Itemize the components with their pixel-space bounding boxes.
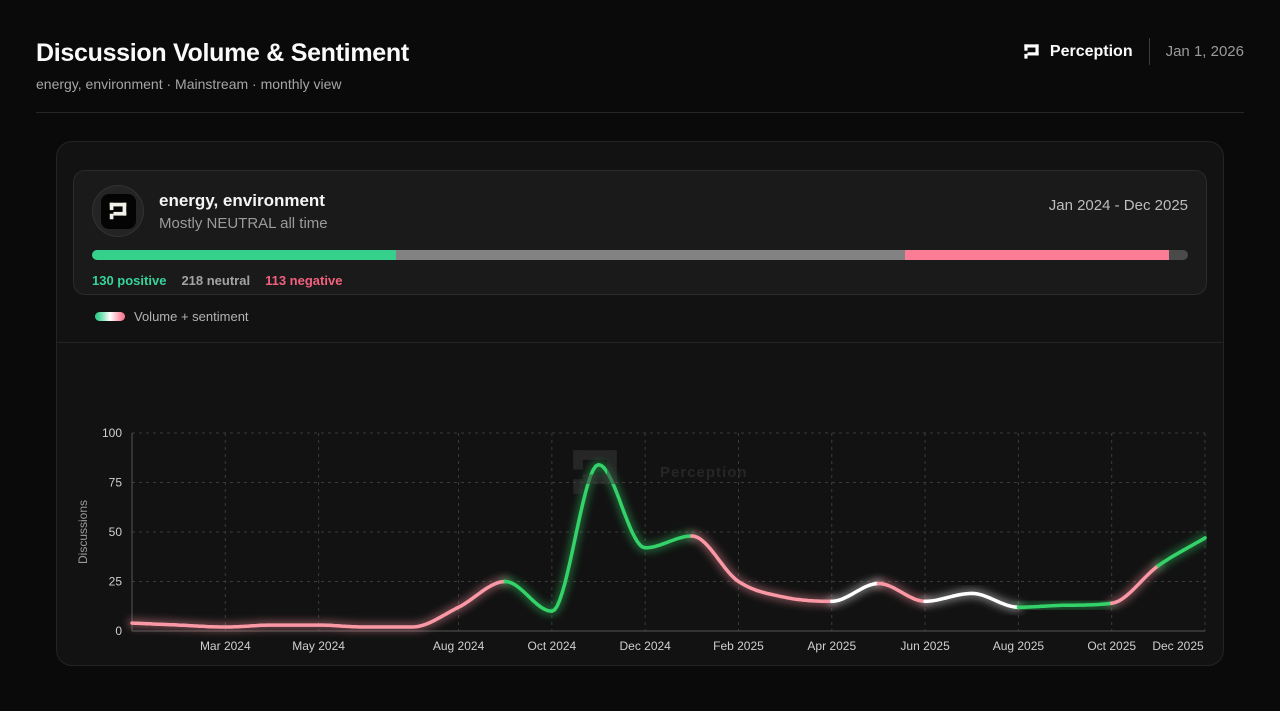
legend-gradient-swatch (95, 311, 125, 321)
topic-sentiment-summary: Mostly NEUTRAL all time (159, 215, 328, 232)
svg-text:100: 100 (102, 426, 122, 440)
page-header: Discussion Volume & Sentiment energy, en… (0, 0, 1280, 93)
topic-title: energy, environment (159, 191, 325, 210)
svg-text:25: 25 (109, 575, 123, 589)
svg-text:Mar 2024: Mar 2024 (200, 639, 251, 653)
svg-text:Aug 2024: Aug 2024 (433, 639, 485, 653)
page-subtitle: energy, environment · Mainstream · month… (36, 76, 342, 92)
neutral-count-label: 218 neutral (181, 273, 251, 288)
sentiment-bar-neutral-segment (395, 250, 906, 260)
sentiment-bar-positive-segment (92, 250, 396, 260)
card-divider (57, 342, 1223, 343)
page-header-titles: Discussion Volume & Sentiment energy, en… (36, 38, 409, 93)
svg-text:Discussions: Discussions (76, 500, 90, 564)
sentiment-bar (92, 250, 1188, 260)
report-date: Jan 1, 2026 (1165, 43, 1244, 60)
perception-logo-icon (1022, 42, 1041, 61)
svg-text:Apr 2025: Apr 2025 (807, 639, 856, 653)
negative-count-label: 113 negative (265, 273, 343, 288)
topic-avatar (92, 185, 144, 237)
header-divider (36, 112, 1244, 113)
positive-count-label: 130 positive (92, 273, 167, 288)
chart-card: energy, environment Mostly NEUTRAL all t… (56, 141, 1224, 666)
svg-text:Dec 2025: Dec 2025 (1152, 639, 1204, 653)
header-vertical-divider (1148, 38, 1150, 65)
sentiment-stats: 130 positive 218 neutral 113 negative (92, 273, 1188, 288)
chart-legend: Volume + sentiment (95, 307, 1207, 325)
svg-text:50: 50 (109, 525, 123, 539)
topic-summary-header: energy, environment Mostly NEUTRAL all t… (92, 185, 1188, 237)
page-title: Discussion Volume & Sentiment (36, 39, 409, 67)
svg-text:75: 75 (109, 476, 123, 490)
sentiment-bar-negative-segment (905, 250, 1170, 260)
svg-text:May 2024: May 2024 (292, 639, 345, 653)
svg-text:Oct 2024: Oct 2024 (528, 639, 577, 653)
topic-summary-card: energy, environment Mostly NEUTRAL all t… (73, 170, 1207, 295)
brand-name: Perception (1049, 42, 1133, 60)
chart-area: 0 25 50 75 100 Mar 2024 May 2024 Aug 2024 Oct 20… (73, 343, 1207, 665)
svg-text:Jun 2025: Jun 2025 (900, 639, 950, 653)
svg-text:0: 0 (115, 624, 122, 638)
volume-sentiment-chart[interactable]: 0 25 50 75 100 Mar 2024 May 2024 Aug 2024 Oct 20… (73, 343, 1207, 665)
legend-label: Volume + sentiment (134, 308, 249, 324)
date-range: Jan 2024 - Dec 2025 (1048, 197, 1188, 214)
svg-text:Dec 2024: Dec 2024 (619, 639, 671, 653)
topic-titles: energy, environment Mostly NEUTRAL all t… (159, 190, 1049, 232)
svg-text:Aug 2025: Aug 2025 (993, 639, 1045, 653)
perception-avatar-icon (100, 193, 136, 229)
svg-text:Feb 2025: Feb 2025 (713, 639, 764, 653)
svg-text:Oct 2025: Oct 2025 (1087, 639, 1136, 653)
brand-block: Perception Jan 1, 2026 (1022, 38, 1244, 65)
